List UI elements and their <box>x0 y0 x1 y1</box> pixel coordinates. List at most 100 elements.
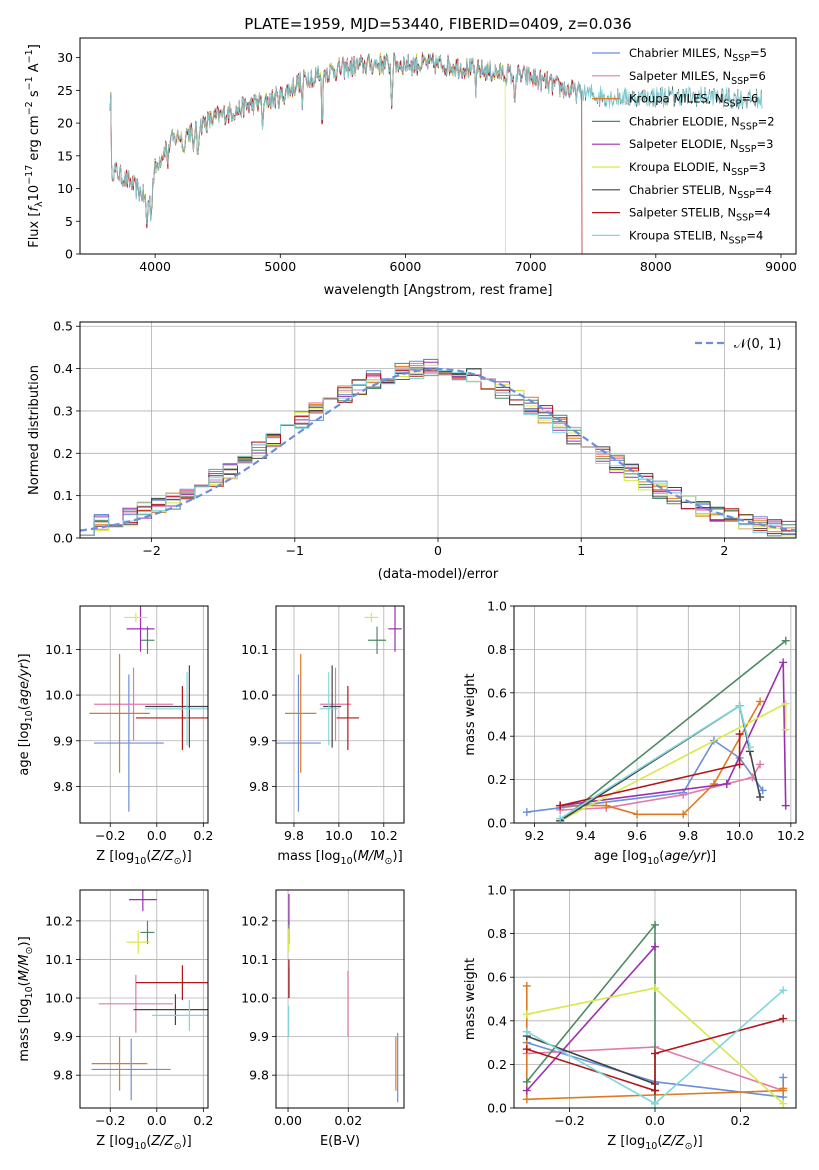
x-axis-label-part: ( <box>353 849 358 864</box>
weight-line <box>559 662 787 807</box>
y-tick-label: 10.1 <box>45 952 73 967</box>
y-axis-label-part: ( <box>17 705 32 710</box>
y-axis-label-part: λ <box>34 201 45 207</box>
x-tick-label: 10.0 <box>325 828 353 843</box>
legend-label: Kroupa STELIB, NSSP=4 <box>629 228 763 246</box>
weight-line <box>559 640 787 822</box>
y-tick-label: 9.9 <box>53 1029 73 1044</box>
x-tick-label: 0.0 <box>147 1113 167 1128</box>
y-tick-label: 5 <box>65 214 73 229</box>
x-tick-label: 9.8 <box>284 828 304 843</box>
x-tick-label: 2 <box>720 543 728 558</box>
mass-vs-metallicity-panel: −0.2 0.0 0.29.89.910.010.110.2Z [log10(Z/Z… <box>17 889 213 1152</box>
y-tick-label: 0.4 <box>53 361 73 376</box>
axes-frame <box>79 37 797 255</box>
x-axis-label-part: Z/Z <box>661 1134 685 1149</box>
y-tick-label: 0.8 <box>487 926 507 941</box>
mass-vs-ebv-panel: 0.00 0.02 9.8 9.9 10.0 10.1 10.2 E(B-V) <box>241 889 405 1149</box>
x-tick-label: 6000 <box>390 259 422 274</box>
x-tick-label: 0.2 <box>731 1113 751 1128</box>
x-tick-label: 4000 <box>139 259 171 274</box>
y-axis-label-part: −1 <box>24 76 35 90</box>
legend-label-part: Kroupa STELIB, N <box>629 228 729 242</box>
x-axis-label-part: Z [log <box>96 1134 134 1149</box>
legend-label-part: SSP <box>724 99 742 110</box>
weight-line <box>559 734 741 807</box>
x-tick-label: 0.00 <box>274 1113 302 1128</box>
legend-label: Kroupa ELODIE, NSSP=3 <box>629 160 766 178</box>
y-tick-label: 0.0 <box>487 816 507 831</box>
age-vs-mass-panel: 9.8 10.0 10.2 9.8 9.9 10.0 10.1 mass [log10(M/M… <box>241 605 405 867</box>
y-tick-label: 10.0 <box>45 688 73 703</box>
legend-label-part: Salpeter ELODIE, N <box>629 137 739 151</box>
x-axis-label: (data-model)/error <box>378 567 499 582</box>
legend-label: Salpeter ELODIE, NSSP=3 <box>629 137 773 155</box>
legend-label-part: Kroupa ELODIE, N <box>629 160 731 174</box>
y-tick-label: 10.1 <box>241 952 269 967</box>
y-tick-label: 10.1 <box>241 642 269 657</box>
y-tick-label: 1.0 <box>487 883 507 898</box>
y-axis-label-part: )] <box>17 936 32 946</box>
x-axis-label: Z [log10(Z/Z⊙)] <box>96 1134 191 1152</box>
y-tick-label: 1.0 <box>487 599 507 614</box>
weight-line <box>526 1035 656 1091</box>
x-tick-label: 0.0 <box>645 1113 665 1128</box>
legend-label: Chabrier MILES, NSSP=5 <box>629 46 767 64</box>
y-tick-label: 0.3 <box>53 403 73 418</box>
y-axis-label-part: 10 <box>27 185 42 202</box>
y-tick-label: 10.0 <box>241 991 269 1006</box>
axes-frame <box>513 605 797 824</box>
x-axis-label-part: ⊙ <box>174 856 182 867</box>
x-axis-label-part: ( <box>146 1134 151 1149</box>
x-axis-label-part: ( <box>146 849 151 864</box>
x-axis-label-part: 10 <box>341 856 353 867</box>
legend-label-part: =3 <box>756 137 773 151</box>
y-tick-label: 10.1 <box>45 642 73 657</box>
x-axis-label-part: ( <box>657 1134 662 1149</box>
y-axis-label-part: erg cm <box>27 115 42 164</box>
histogram-step <box>80 367 796 536</box>
legend-label-part: =6 <box>741 92 758 106</box>
y-tick-label: 10.2 <box>241 913 269 928</box>
y-axis-label-part: ( <box>17 981 32 986</box>
x-tick-label: 9.2 <box>525 828 545 843</box>
legend-label: Salpeter MILES, NSSP=6 <box>629 69 766 87</box>
y-axis-label-part: M/M <box>17 954 32 981</box>
y-tick-label: 0.5 <box>53 319 73 334</box>
axes-frame <box>79 889 209 1109</box>
y-axis-label-part: f <box>27 205 42 212</box>
legend-label-part: =2 <box>758 114 775 128</box>
figure-title: PLATE=1959, MJD=53440, FIBERID=0409, z=0… <box>244 15 631 33</box>
x-tick-label: 0.02 <box>334 1113 362 1128</box>
plot-area <box>80 358 796 537</box>
normal-curve <box>80 367 796 532</box>
y-tick-label: 15 <box>57 148 73 163</box>
weight-line <box>526 739 764 813</box>
x-tick-label: 7000 <box>515 259 547 274</box>
weight-line <box>560 701 761 816</box>
legend-label-part: SSP <box>731 76 749 87</box>
legend-label-part: SSP <box>731 167 749 178</box>
y-tick-label: 0.4 <box>487 1013 507 1028</box>
y-axis-label-part: mass [log <box>17 998 32 1061</box>
legend-label-part: Chabrier STELIB, N <box>629 183 737 197</box>
x-axis-label-part: 10 <box>647 856 659 867</box>
y-axis-label: mass [log10(M/M⊙)] <box>17 936 35 1061</box>
y-tick-label: 9.8 <box>53 1068 73 1083</box>
x-tick-label: 8000 <box>640 259 672 274</box>
axes-frame <box>79 605 209 824</box>
spectrum-panel: 4000 5000 6000 7000 8000 9000 0 5 10 15 20 25 30 wave… <box>24 37 797 298</box>
x-tick-label: −2 <box>142 543 160 558</box>
x-axis-label-part: )] <box>706 849 716 864</box>
weight-vs-metallicity-panel: −0.2 0.0 0.2 0.0 0.2 0.4 0.6 0.8 1.0 Z [log10(Z/Z… <box>463 883 797 1152</box>
x-axis-label-part: age [log <box>594 849 647 864</box>
legend-label-part: SSP <box>740 121 758 132</box>
y-tick-label: 9.8 <box>53 779 73 794</box>
y-tick-label: 0.2 <box>53 446 73 461</box>
weight-vs-age-panel: 9.2 9.4 9.6 9.8 10.0 10.2 0.0 0.2 0.4 0.6 0.8 1.0 ag… <box>463 599 805 868</box>
legend-label-part: =6 <box>749 69 766 83</box>
residual-histogram-panel: −2 −1 0 1 2 0.0 0.1 0.2 0.3 0.4 0.5 (data-model)/er… <box>27 319 797 582</box>
y-tick-label: 20 <box>57 116 73 131</box>
legend-label-part: SSP <box>739 144 757 155</box>
x-axis-label-part: Z [log <box>96 849 134 864</box>
